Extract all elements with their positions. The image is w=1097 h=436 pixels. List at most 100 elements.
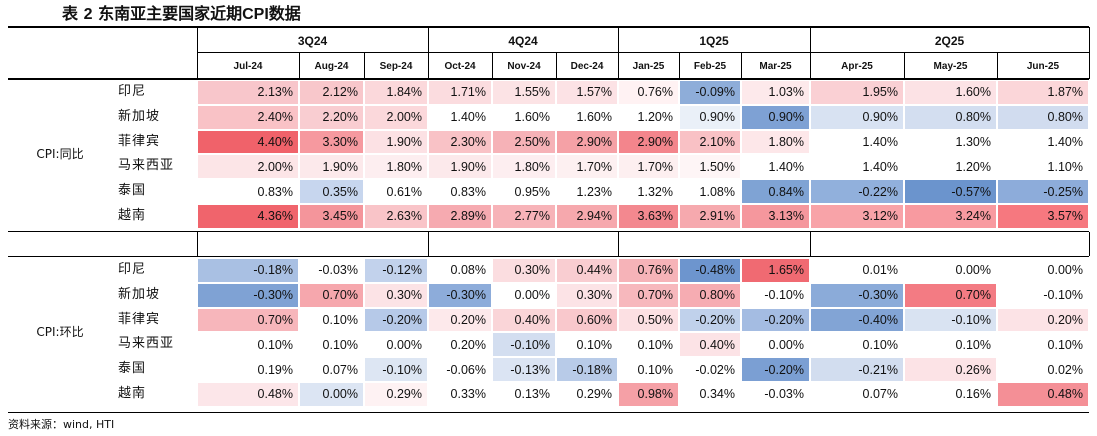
table-cell: 1.87% xyxy=(997,80,1089,105)
table-cell: 0.48% xyxy=(197,382,299,407)
table-cell: 0.20% xyxy=(428,332,492,358)
month-header: Dec-24 xyxy=(570,61,604,72)
table-cell: 0.83% xyxy=(197,179,299,204)
table-cell: 1.80% xyxy=(364,154,428,180)
table-cell: 1.30% xyxy=(904,129,997,155)
header-divider xyxy=(299,53,300,79)
table-cell: 0.90% xyxy=(810,104,904,130)
table-cell: 0.33% xyxy=(428,382,492,407)
table-cell: 0.70% xyxy=(197,307,299,333)
table-cell: 0.00% xyxy=(364,332,428,358)
table-cell: 0.70% xyxy=(904,282,997,308)
table-cell: 0.30% xyxy=(492,258,556,283)
country-label: 泰国 xyxy=(118,183,147,199)
header-divider xyxy=(618,27,619,79)
table-cell: 0.34% xyxy=(679,382,741,407)
table-cell: 0.98% xyxy=(618,382,679,407)
table-cell: 0.84% xyxy=(741,179,810,204)
group-gap-divider xyxy=(428,232,429,256)
table-cell: -0.57% xyxy=(904,179,997,204)
table-cell: 0.48% xyxy=(997,382,1089,407)
table-cell: 0.80% xyxy=(679,282,741,308)
table-rule xyxy=(8,78,1089,80)
table-cell: 0.02% xyxy=(997,357,1089,382)
country-label: 新加坡 xyxy=(118,108,161,124)
month-header: Nov-24 xyxy=(507,61,541,72)
table-cell: 1.40% xyxy=(741,154,810,180)
quarter-header: 4Q24 xyxy=(508,34,538,48)
source-note: 资料来源：wind, HTI xyxy=(8,418,115,431)
table-cell: 1.60% xyxy=(556,104,618,130)
table-cell: 3.63% xyxy=(618,204,679,229)
table-cell: 2.90% xyxy=(618,129,679,155)
table-cell: 0.10% xyxy=(618,357,679,382)
table-cell: 2.20% xyxy=(299,104,364,130)
table-cell: 0.00% xyxy=(997,258,1089,283)
table-cell: 1.08% xyxy=(679,179,741,204)
table-cell: -0.48% xyxy=(679,258,741,283)
table-cell: 0.10% xyxy=(556,332,618,358)
header-divider xyxy=(1089,27,1090,79)
month-header: Sep-24 xyxy=(379,61,413,72)
table-cell: 2.50% xyxy=(492,129,556,155)
table-cell: 0.30% xyxy=(556,282,618,308)
table-cell: 1.65% xyxy=(741,258,810,283)
header-divider xyxy=(810,27,811,79)
table-cell: 1.80% xyxy=(741,129,810,155)
table-cell: -0.30% xyxy=(810,282,904,308)
table-cell: 1.40% xyxy=(810,154,904,180)
table-cell: 0.10% xyxy=(299,307,364,333)
country-label: 菲律宾 xyxy=(118,311,161,327)
table-cell: 0.90% xyxy=(741,104,810,130)
table-cell: -0.40% xyxy=(810,307,904,333)
table-cell: -0.10% xyxy=(741,282,810,308)
table-cell: 0.26% xyxy=(904,357,997,382)
table-cell: 0.50% xyxy=(618,307,679,333)
table-cell: 0.00% xyxy=(299,382,364,407)
quarter-header: 3Q24 xyxy=(297,34,328,48)
table-cell: 0.10% xyxy=(810,332,904,358)
country-label: 印尼 xyxy=(118,262,147,277)
quarter-header: 2Q25 xyxy=(934,34,965,48)
table-cell: 0.16% xyxy=(904,382,997,407)
table-cell: 2.40% xyxy=(197,104,299,130)
table-cell: 0.44% xyxy=(556,258,618,283)
table-cell: 1.23% xyxy=(556,179,618,204)
table-cell: 0.07% xyxy=(810,382,904,407)
table-cell: 2.94% xyxy=(556,204,618,229)
table-cell: -0.10% xyxy=(904,307,997,333)
table-cell: 0.95% xyxy=(492,179,556,204)
table-cell: 0.40% xyxy=(492,307,556,333)
table-cell: 1.20% xyxy=(904,154,997,180)
country-label: 菲律宾 xyxy=(118,133,161,149)
table-cell: 0.00% xyxy=(741,332,810,358)
table-cell: 0.07% xyxy=(299,357,364,382)
table-cell: 0.10% xyxy=(197,332,299,358)
table-cell: 0.20% xyxy=(997,307,1089,333)
bottom-rule xyxy=(8,412,1089,413)
header-divider xyxy=(679,53,680,79)
table-cell: 1.84% xyxy=(364,80,428,105)
table-cell: 1.40% xyxy=(997,129,1089,155)
country-label: 新加坡 xyxy=(118,286,161,302)
table-cell: -0.21% xyxy=(810,357,904,382)
table-cell: -0.03% xyxy=(741,382,810,407)
table-cell: 2.89% xyxy=(428,204,492,229)
table-cell: 0.35% xyxy=(299,179,364,204)
table-cell: 4.40% xyxy=(197,129,299,155)
table-cell: 1.57% xyxy=(556,80,618,105)
header-divider xyxy=(492,53,493,79)
table-cell: 2.63% xyxy=(364,204,428,229)
table-cell: 0.00% xyxy=(492,282,556,308)
table-cell: 0.61% xyxy=(364,179,428,204)
table-cell: 1.90% xyxy=(364,129,428,155)
month-header: Mar-25 xyxy=(759,61,792,72)
quarter-header: 1Q25 xyxy=(699,34,729,48)
country-label: 越南 xyxy=(118,386,147,401)
group-label: CPI:同比 xyxy=(36,147,84,162)
table-cell: 0.76% xyxy=(618,80,679,105)
table-cell: 0.10% xyxy=(618,332,679,358)
table-cell: 0.29% xyxy=(556,382,618,407)
table-cell: 1.40% xyxy=(428,104,492,130)
table-cell: 1.90% xyxy=(428,154,492,180)
